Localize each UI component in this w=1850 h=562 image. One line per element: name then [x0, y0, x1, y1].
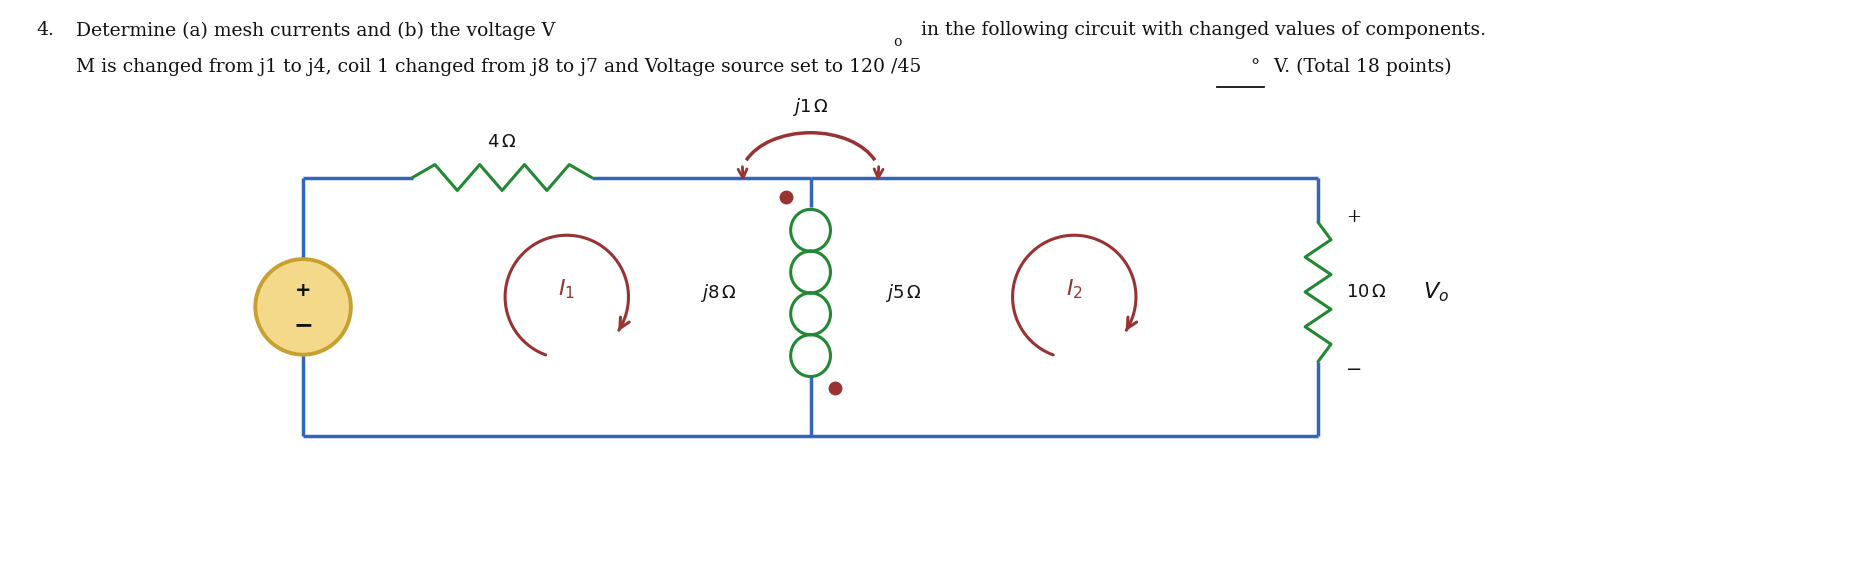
Text: $j5\,\Omega$: $j5\,\Omega$ — [884, 282, 921, 304]
Text: $I_2$: $I_2$ — [1066, 277, 1082, 301]
Text: $j8\,\Omega$: $j8\,\Omega$ — [699, 282, 736, 304]
Text: °: ° — [1251, 58, 1260, 76]
Text: M is changed from j1 to j4, coil 1 changed from j8 to j7 and Voltage source set : M is changed from j1 to j4, coil 1 chang… — [76, 58, 921, 76]
Text: o: o — [894, 35, 901, 49]
Text: $I_1$: $I_1$ — [559, 277, 575, 301]
Text: V. (Total 18 points): V. (Total 18 points) — [1269, 58, 1452, 76]
Text: $10\,\Omega$: $10\,\Omega$ — [1347, 283, 1388, 301]
Text: $V_o$: $V_o$ — [1423, 280, 1449, 303]
Text: −: − — [1347, 361, 1362, 379]
Circle shape — [255, 259, 352, 355]
Text: Determine (a) mesh currents and (b) the voltage V: Determine (a) mesh currents and (b) the … — [76, 21, 555, 39]
Text: in the following circuit with changed values of components.: in the following circuit with changed va… — [916, 21, 1486, 39]
Text: $4\,\Omega$: $4\,\Omega$ — [487, 133, 516, 151]
Text: +: + — [1347, 209, 1362, 226]
Text: 4.: 4. — [37, 21, 54, 39]
Text: −: − — [292, 313, 313, 337]
Text: $j1\,\Omega$: $j1\,\Omega$ — [792, 96, 829, 118]
Text: +: + — [294, 282, 311, 301]
